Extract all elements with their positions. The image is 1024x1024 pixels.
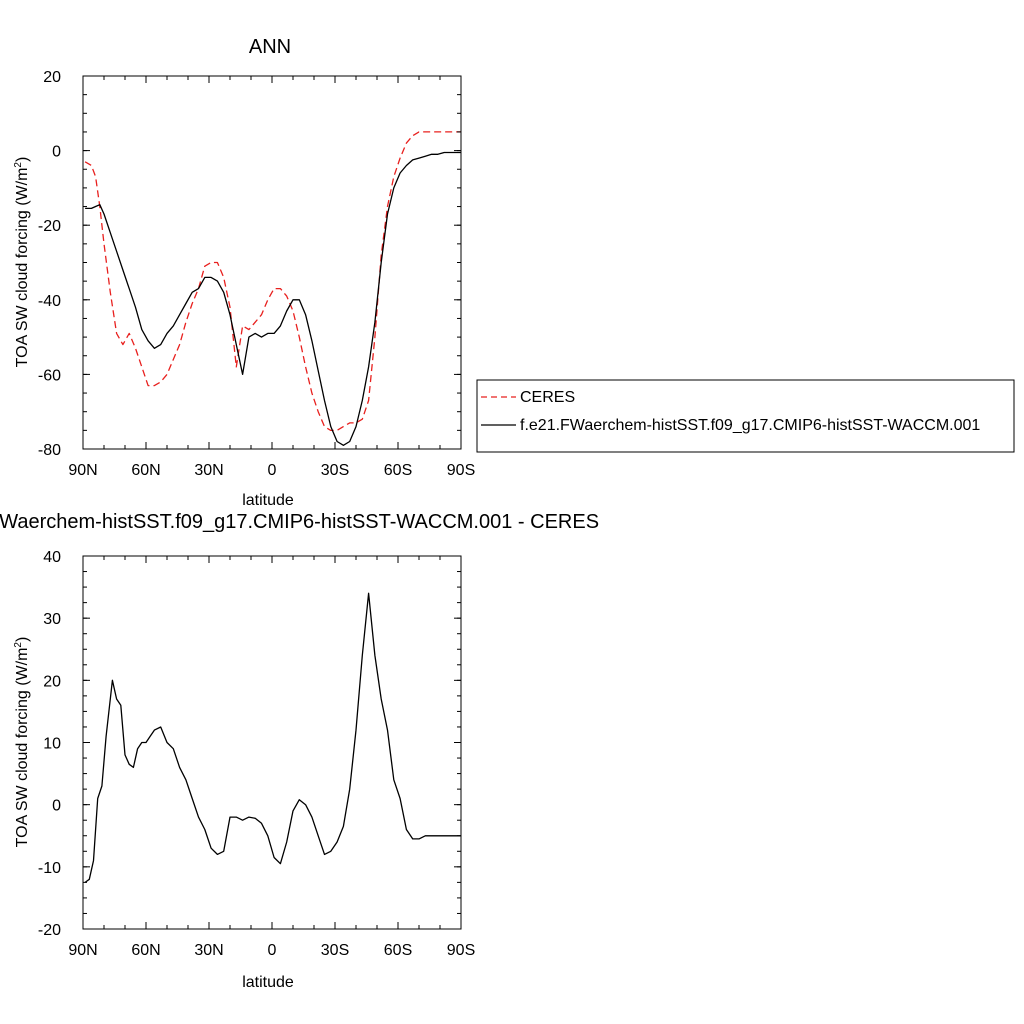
top-series-line-1 bbox=[85, 151, 461, 446]
top-x-tick-label-1: 60N bbox=[131, 462, 160, 479]
bottom-y-tick-label-3: 10 bbox=[43, 736, 61, 753]
top-x-tick-label-6: 90S bbox=[447, 462, 475, 479]
top-plot-ticks: 90N 60N 30N 0 30S 60S 90S 20 0 -20 -40 -60 -80 bbox=[38, 69, 475, 479]
bottom-plot-title: f.e21.FWaerchem-histSST.f09_g17.CMIP6-hi… bbox=[0, 511, 599, 533]
bottom-x-tick-label-0: 90N bbox=[68, 942, 97, 959]
top-plot-annual-cloud-forcing: ANN 90N 60N 30N 0 30S 60S 90S 20 0 -20 -40 -60 -80 l… bbox=[13, 36, 475, 509]
top-x-tick-label-2: 30N bbox=[194, 462, 223, 479]
bottom-y-tick-label-6: -20 bbox=[38, 922, 61, 939]
top-y-tick-label-1: 0 bbox=[52, 144, 61, 161]
bottom-plot-frame bbox=[82, 555, 462, 930]
legend-label-model: f.e21.FWaerchem-histSST.f09_g17.CMIP6-hi… bbox=[520, 417, 980, 434]
bottom-x-tick-label-5: 60S bbox=[384, 942, 412, 959]
top-y-tick-label-0: 20 bbox=[43, 69, 61, 86]
top-series-line-0 bbox=[84, 131, 461, 432]
top-plot-series bbox=[84, 131, 461, 446]
top-plot-frame bbox=[82, 75, 462, 450]
bottom-y-tick-label-1: 30 bbox=[43, 611, 61, 628]
top-y-tick-label-4: -60 bbox=[38, 367, 61, 384]
bottom-plot-y-axis-label: TOA SW cloud forcing (W/m2) bbox=[13, 637, 31, 848]
bottom-series-line-0 bbox=[84, 592, 461, 883]
bottom-x-tick-label-1: 60N bbox=[131, 942, 160, 959]
bottom-x-tick-label-6: 90S bbox=[447, 942, 475, 959]
top-y-tick-label-2: -20 bbox=[38, 218, 61, 235]
legend-label-ceres: CERES bbox=[520, 389, 575, 406]
bottom-plot-difference: f.e21.FWaerchem-histSST.f09_g17.CMIP6-hi… bbox=[0, 511, 599, 991]
bottom-plot-ticks: 90N 60N 30N 0 30S 60S 90S 40 30 20 10 0 -10 -20 bbox=[38, 549, 475, 959]
bottom-x-tick-label-4: 30S bbox=[321, 942, 349, 959]
top-y-tick-label-3: -40 bbox=[38, 293, 61, 310]
top-x-tick-label-3: 0 bbox=[268, 462, 277, 479]
bottom-x-tick-label-2: 30N bbox=[194, 942, 223, 959]
top-x-tick-label-5: 60S bbox=[384, 462, 412, 479]
bottom-y-tick-label-5: -10 bbox=[38, 860, 61, 877]
top-plot-title: ANN bbox=[249, 36, 291, 58]
bottom-y-tick-label-0: 40 bbox=[43, 549, 61, 566]
bottom-y-tick-label-2: 20 bbox=[43, 673, 61, 690]
bottom-x-tick-label-3: 0 bbox=[268, 942, 277, 959]
top-plot-x-axis-label: latitude bbox=[242, 492, 294, 509]
top-plot-legend: CERES f.e21.FWaerchem-histSST.f09_g17.CM… bbox=[476, 379, 1015, 453]
top-y-tick-label-5: -80 bbox=[38, 442, 61, 459]
top-x-tick-label-0: 90N bbox=[68, 462, 97, 479]
top-plot-y-axis-label: TOA SW cloud forcing (W/m2) bbox=[13, 157, 31, 368]
top-x-tick-label-4: 30S bbox=[321, 462, 349, 479]
bottom-y-tick-label-4: 0 bbox=[52, 798, 61, 815]
legend-frame bbox=[476, 379, 1015, 453]
bottom-plot-x-axis-label: latitude bbox=[242, 974, 294, 991]
bottom-plot-series bbox=[84, 592, 461, 883]
